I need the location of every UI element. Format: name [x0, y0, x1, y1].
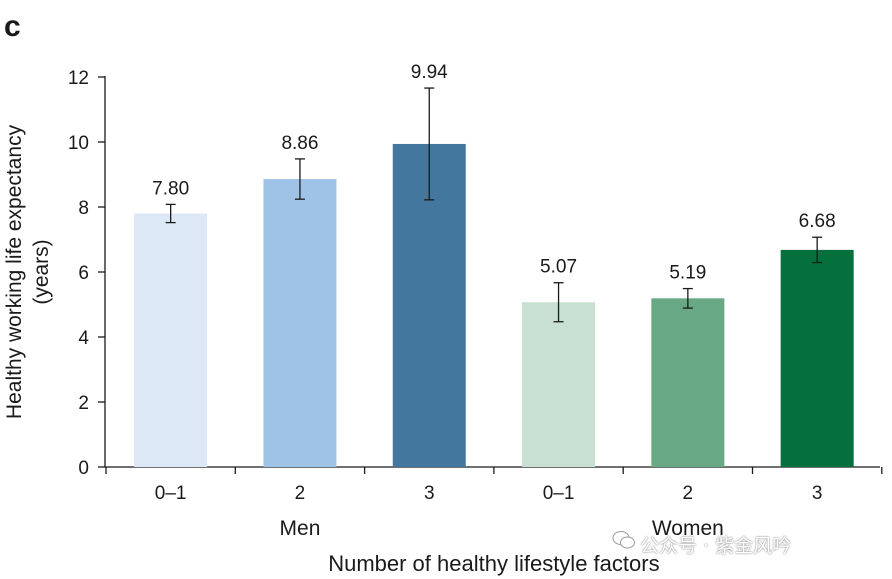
- x-tick-label: 3: [812, 483, 823, 504]
- y-axis-title: Healthy working life expectancy: [3, 124, 26, 419]
- y-tick-label: 0: [78, 458, 89, 479]
- y-tick-label: 8: [78, 198, 89, 219]
- wechat-icon: [612, 531, 635, 549]
- bars: [134, 87, 854, 468]
- x-axis-title: Number of healthy lifestyle factors: [328, 551, 659, 576]
- data-label: 7.80: [152, 178, 189, 199]
- data-label: 5.19: [669, 263, 706, 284]
- y-tick-label: 10: [68, 133, 89, 154]
- group-label: Women: [652, 517, 724, 540]
- bar-1: [134, 213, 208, 467]
- y-tick-label: 6: [78, 263, 89, 284]
- data-label: 9.94: [411, 62, 448, 83]
- y-tick-label: 4: [78, 328, 89, 349]
- bar-2: [263, 179, 337, 468]
- watermark: 公众号 · 紫金风吟: [640, 535, 792, 557]
- y-tick-label: 12: [68, 68, 89, 89]
- group-label: Men: [280, 517, 321, 540]
- labels: 7.80 0–1 8.86 2 9.94 3 5.07 0–1 5.19 2 6.68 3 Men Wom…: [152, 62, 835, 576]
- x-tick-label: 0–1: [155, 483, 187, 504]
- panel-label: c: [4, 10, 21, 43]
- bar-6: [780, 249, 854, 467]
- x-tick-label: 2: [683, 483, 694, 504]
- data-label: 5.07: [540, 257, 577, 278]
- bar-4: [522, 302, 596, 467]
- x-axis: [105, 466, 883, 474]
- y-tick-label: 2: [78, 393, 89, 414]
- y-axis-unit: (years): [30, 239, 53, 304]
- x-tick-label: 2: [295, 483, 306, 504]
- y-axis: 0 2 4 6 8 10 12 Healthy working life expectancy…: [3, 68, 106, 479]
- x-tick-label: 0–1: [543, 483, 575, 504]
- data-label: 6.68: [799, 211, 836, 232]
- bar-5: [651, 298, 725, 467]
- data-label: 8.86: [281, 133, 318, 154]
- x-tick-label: 3: [424, 483, 435, 504]
